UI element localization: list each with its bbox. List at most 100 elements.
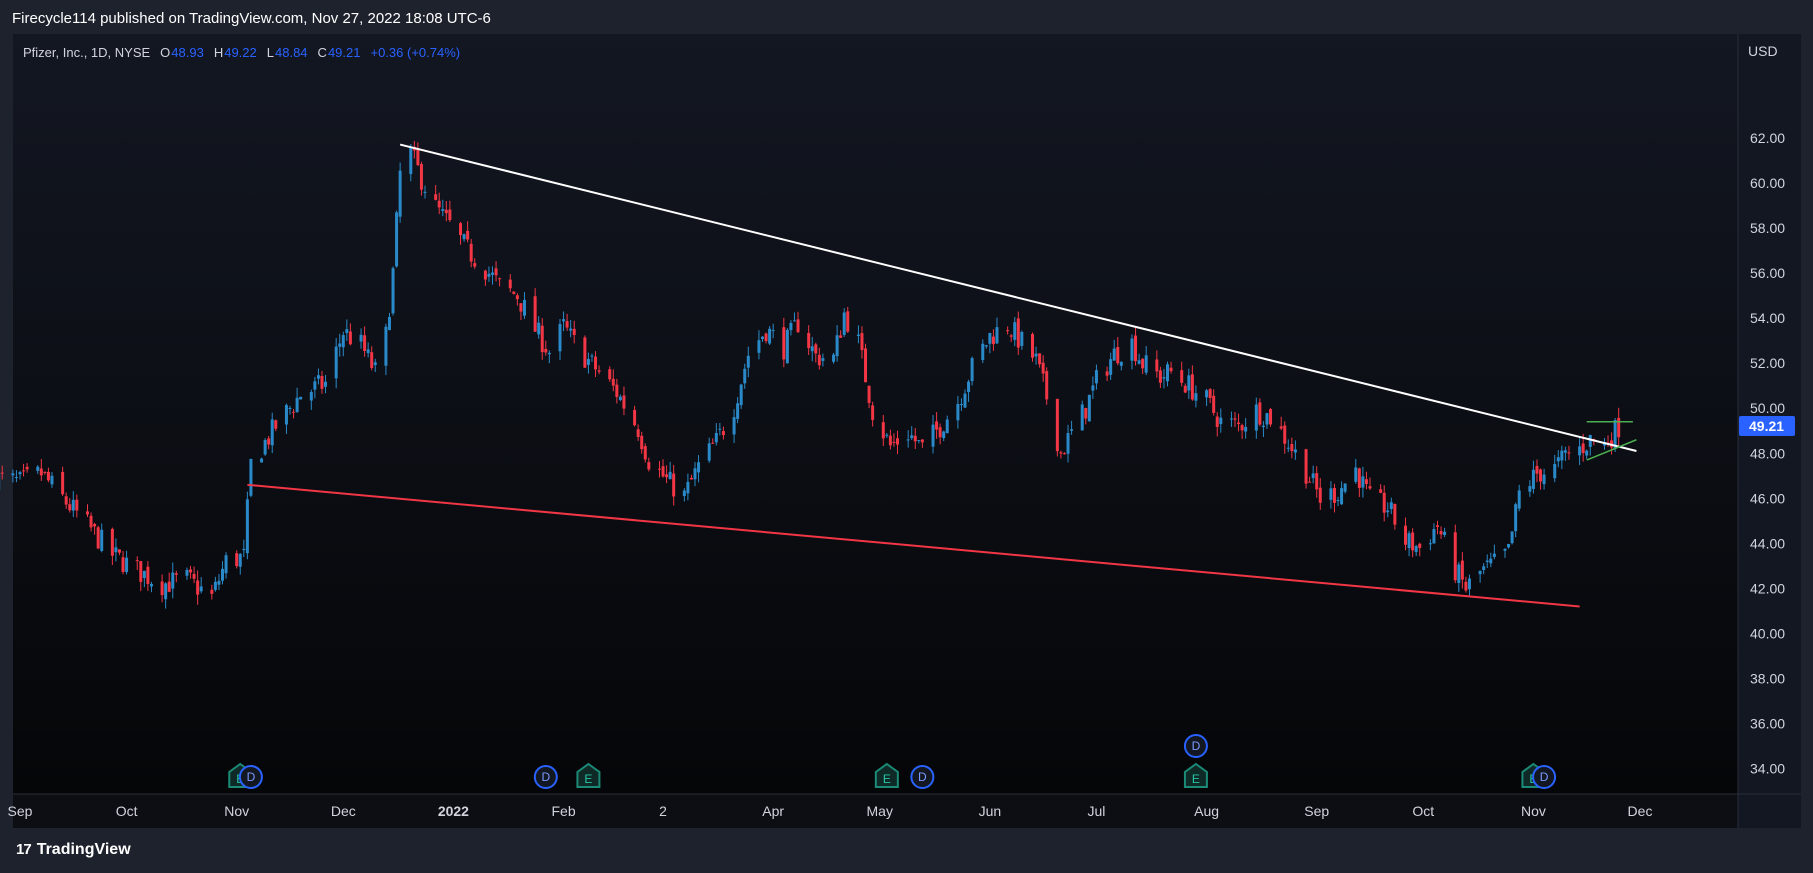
dividend-marker-icon[interactable]	[1532, 765, 1557, 789]
candle-body	[274, 420, 278, 429]
candle-body	[338, 343, 342, 347]
candle-body	[86, 511, 89, 515]
events-layer[interactable]: EDDEEDDEED	[228, 734, 1557, 789]
candle-body	[1436, 525, 1439, 527]
resistance-line[interactable]	[399, 143, 1637, 452]
candle-body	[1187, 375, 1191, 391]
support-line[interactable]	[247, 483, 1580, 608]
candle-body	[469, 243, 473, 262]
candle-body	[1389, 502, 1393, 509]
candle-body	[267, 438, 271, 445]
dividend-marker-icon[interactable]	[238, 765, 263, 789]
low-key: L	[266, 45, 274, 60]
candle-body	[771, 330, 775, 332]
candle-body	[1212, 395, 1216, 413]
dividend-marker-icon[interactable]	[1183, 734, 1208, 758]
candle-body	[1290, 444, 1294, 452]
candle-body	[768, 328, 772, 344]
candle-body	[1265, 413, 1269, 425]
y-tick-label: 44.00	[1750, 535, 1785, 551]
candle-body	[235, 553, 239, 567]
earnings-marker-label: E	[584, 772, 592, 786]
dividend-marker-icon[interactable]	[910, 765, 935, 789]
candle-body	[324, 381, 328, 387]
candle-body	[1034, 353, 1038, 357]
candle-body	[1080, 404, 1084, 431]
candle-body	[867, 385, 871, 403]
candle-body	[1478, 570, 1482, 575]
candle-body	[473, 263, 477, 267]
candle-body	[736, 403, 740, 419]
close-value: 49.21	[327, 45, 361, 60]
candle-body	[959, 404, 963, 406]
earnings-marker-icon[interactable]	[576, 762, 601, 788]
candle-body	[270, 419, 274, 446]
candle-body	[437, 200, 441, 208]
earnings-marker-icon[interactable]	[874, 762, 899, 788]
x-tick-label: Oct	[116, 803, 138, 819]
candle-body	[807, 332, 811, 349]
y-tick-label: 38.00	[1750, 671, 1785, 687]
x-tick-label: May	[867, 803, 893, 819]
candle-body	[0, 472, 4, 474]
candle-body	[466, 230, 470, 240]
candle-body	[494, 268, 498, 276]
candle-body	[558, 324, 562, 352]
candle-body	[110, 528, 114, 556]
earnings-marker-icon[interactable]	[1183, 762, 1208, 788]
plot-area[interactable]	[13, 34, 1738, 794]
candle-body	[988, 333, 992, 344]
candle-body	[409, 147, 413, 175]
candle-body	[1503, 548, 1507, 551]
candle-body	[1343, 483, 1347, 492]
candle-body	[817, 354, 821, 366]
candle-body	[114, 547, 118, 553]
x-axis-ticks: Sep Oct Nov Dec 2022 Feb 2 Apr May Jun Jul Aug Sep Oc…	[8, 803, 1653, 819]
candle-body	[284, 405, 288, 425]
candle-body	[1492, 553, 1496, 557]
candle-body	[565, 321, 569, 328]
y-tick-label: 52.00	[1750, 355, 1785, 371]
time-scale[interactable]	[13, 794, 1738, 828]
candle-body	[714, 433, 718, 443]
candle-body	[711, 442, 715, 444]
candle-body	[686, 481, 690, 494]
candle-body	[366, 349, 370, 354]
candle-body	[1158, 370, 1162, 383]
candle-body	[1535, 466, 1539, 474]
candle-body	[792, 320, 796, 322]
x-tick-label: Sep	[1304, 803, 1329, 819]
candle-body	[569, 328, 573, 331]
candle-body	[906, 439, 910, 441]
candle-body	[814, 344, 818, 354]
candle-body	[192, 573, 196, 579]
candle-body	[586, 358, 590, 365]
candle-body	[75, 499, 79, 511]
high-key: H	[213, 45, 224, 60]
candle-body	[707, 443, 711, 461]
candle-body	[1219, 417, 1223, 425]
candle-body	[1539, 469, 1543, 482]
tradingview-logo[interactable]: 17 TradingView	[16, 841, 131, 859]
candle-body	[1062, 453, 1066, 455]
candle-body	[633, 409, 637, 426]
pattern-bottom-line[interactable]	[1586, 439, 1637, 461]
candle-body	[1183, 385, 1187, 393]
drawings-layer[interactable]	[247, 143, 1637, 608]
candle-body	[1418, 543, 1422, 548]
candle-body	[295, 397, 299, 413]
candle-body	[1411, 532, 1415, 551]
y-tick-label: 34.00	[1750, 761, 1785, 777]
candle-body	[785, 329, 789, 364]
candle-body	[22, 470, 26, 472]
dividend-marker-icon[interactable]	[533, 765, 558, 789]
y-tick-label: 46.00	[1750, 490, 1785, 506]
symbol-label[interactable]: Pfizer, Inc., 1D, NYSE	[23, 45, 151, 60]
publish-header: Firecycle114 published on TradingView.co…	[0, 0, 1813, 34]
candle-body	[1514, 504, 1518, 532]
candle-body	[89, 515, 93, 528]
candle-body	[615, 384, 619, 397]
candle-body	[896, 438, 899, 445]
candle-body	[1208, 389, 1212, 399]
